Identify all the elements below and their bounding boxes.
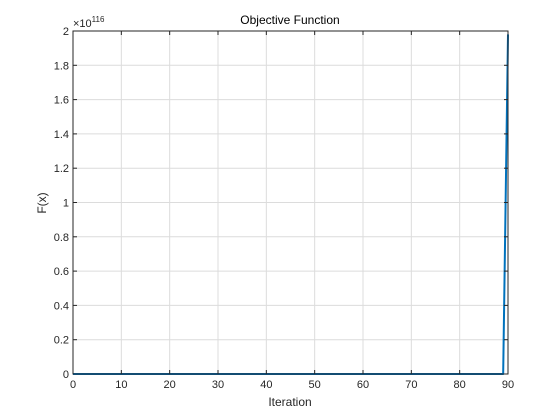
- y-ticks: 0 0.2 0.4 0.6 0.8 1 1.2 1.4 1.6 1.8 2: [54, 26, 508, 381]
- x-tick-label: 10: [115, 379, 127, 391]
- x-tick-label: 80: [454, 379, 466, 391]
- y-tick-label: 2: [63, 26, 69, 38]
- y-tick-label: 1.2: [54, 163, 69, 175]
- x-ticks: 0 10 20 30 40 50 60 70 80 90: [70, 31, 514, 391]
- x-tick-label: 30: [212, 379, 224, 391]
- y-exponent: ×10116: [73, 15, 105, 30]
- y-tick-label: 0.8: [54, 232, 69, 244]
- x-tick-label: 90: [502, 379, 514, 391]
- y-tick-label: 1.6: [54, 95, 69, 107]
- x-tick-label: 20: [164, 379, 176, 391]
- x-tick-label: 0: [70, 379, 76, 391]
- y-exponent-power: 116: [92, 15, 105, 24]
- y-axis-label: F(x): [35, 192, 49, 213]
- x-tick-label: 50: [309, 379, 321, 391]
- y-tick-label: 1: [63, 198, 69, 210]
- x-tick-label: 40: [260, 379, 272, 391]
- y-tick-label: 1.4: [54, 129, 69, 141]
- y-tick-label: 0.6: [54, 266, 69, 278]
- y-tick-label: 1.8: [54, 60, 69, 72]
- chart-title: Objective Function: [240, 13, 339, 27]
- x-tick-label: 70: [405, 379, 417, 391]
- y-tick-label: 0: [63, 369, 69, 381]
- x-tick-label: 60: [357, 379, 369, 391]
- x-axis-label: Iteration: [268, 395, 311, 409]
- y-exponent-base: ×10: [73, 18, 92, 30]
- y-tick-label: 0.2: [54, 335, 69, 347]
- y-tick-label: 0.4: [54, 300, 69, 312]
